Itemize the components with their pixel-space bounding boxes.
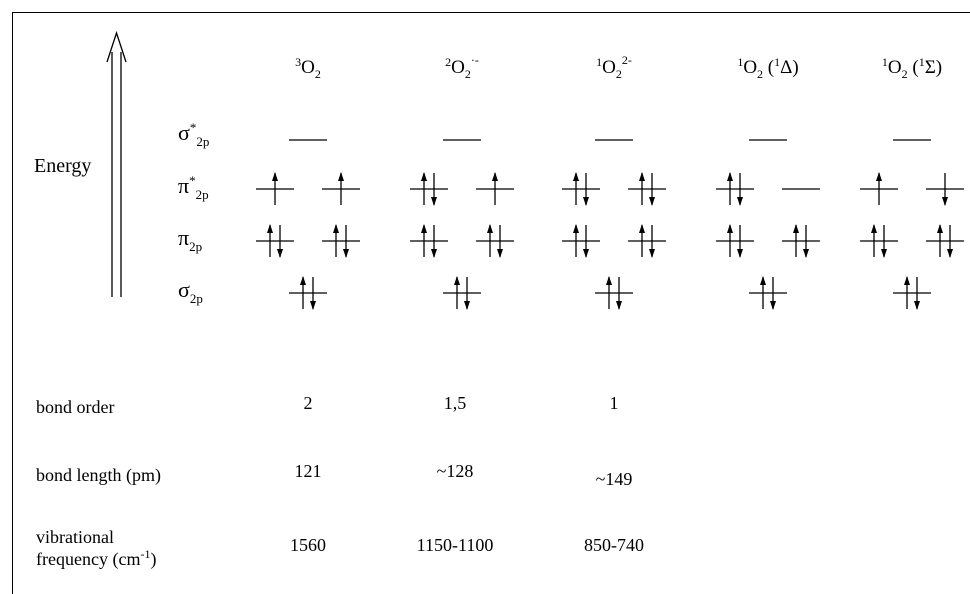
orbital-label-pi-star: π*2p	[178, 173, 209, 202]
species-heading: 3O2	[295, 55, 321, 81]
property-value: 1,5	[444, 393, 467, 413]
level-pi	[562, 224, 600, 258]
orbital-label-pi: π2p	[178, 225, 202, 254]
orbital-label-sigma: σ2p	[178, 277, 203, 306]
species-column	[716, 139, 820, 310]
energy-levels	[256, 139, 964, 310]
property-value: 2	[304, 393, 313, 413]
property-value: 850-740	[584, 535, 644, 555]
level-pi	[322, 224, 360, 258]
level-pi-star	[860, 172, 898, 205]
orbital-labels: σ*2p π*2p π2p σ2p	[178, 120, 209, 306]
energy-label: Energy	[34, 155, 91, 177]
energy-arrow	[106, 30, 127, 297]
level-pi-star	[410, 172, 448, 206]
property-value: ~128	[437, 461, 474, 481]
level-sigma	[595, 276, 633, 310]
property-value: ~149	[596, 469, 633, 489]
level-pi-star	[476, 172, 514, 205]
level-pi	[410, 224, 448, 258]
property-label: vibrational	[36, 527, 114, 547]
level-pi-star	[562, 172, 600, 206]
property-row: bond order 2 1,5 1	[36, 393, 619, 417]
property-value: 1560	[290, 535, 326, 555]
species-heading: 1O2 (1Δ)	[737, 55, 798, 81]
level-pi	[476, 224, 514, 258]
level-pi	[628, 224, 666, 258]
level-pi	[782, 224, 820, 258]
level-pi-star	[926, 173, 964, 206]
level-pi-star	[256, 172, 294, 205]
level-sigma	[749, 276, 787, 310]
level-sigma	[893, 276, 931, 310]
species-heading: 1O2 (1Σ)	[882, 55, 942, 81]
species-column	[562, 139, 666, 310]
level-sigma	[443, 276, 481, 310]
level-pi	[860, 224, 898, 258]
property-label-line2: frequency (cm-1)	[36, 547, 156, 570]
orbital-label-sigma-star: σ*2p	[178, 120, 209, 149]
property-label: bond order	[36, 397, 114, 417]
property-table: bond order 2 1,5 1 bond length (pm) 121 ~128 ~1…	[36, 393, 644, 570]
level-sigma	[289, 276, 327, 310]
level-pi-star	[628, 172, 666, 206]
level-pi-star	[322, 172, 360, 205]
property-value: 1	[610, 393, 619, 413]
species-column	[256, 139, 360, 310]
level-pi-star	[716, 172, 754, 206]
species-heading: 2O2·-	[445, 53, 479, 81]
species-headings: 3O2 2O2·- 1O22- 1O2 (1Δ) 1O2 (1Σ)	[295, 53, 942, 81]
level-pi	[716, 224, 754, 258]
level-pi	[256, 224, 294, 258]
property-row: bond length (pm) 121 ~128 ~149	[36, 461, 632, 489]
property-label: bond length (pm)	[36, 465, 161, 486]
species-column	[860, 139, 964, 310]
species-heading: 1O22-	[596, 53, 632, 81]
species-column	[410, 139, 514, 310]
property-value: 121	[295, 461, 322, 481]
property-value: 1150-1100	[417, 535, 494, 555]
level-pi	[926, 224, 964, 258]
